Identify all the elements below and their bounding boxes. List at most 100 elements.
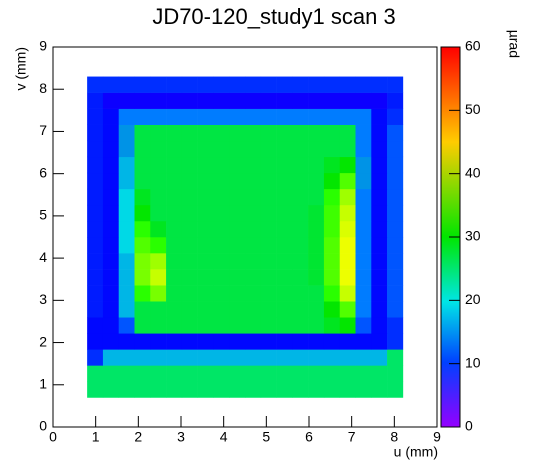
heat-cell <box>181 253 198 270</box>
heat-cell <box>102 349 120 366</box>
heat-cell <box>118 204 135 222</box>
heat-cell <box>276 381 293 398</box>
heat-cell <box>150 220 167 238</box>
heat-cell <box>245 124 262 142</box>
heat-cell <box>118 285 135 302</box>
heat-cell <box>308 317 325 334</box>
x-axis-label: u (mm) <box>394 444 438 460</box>
heat-cell <box>118 269 135 286</box>
heat-cell <box>166 156 183 174</box>
heat-cell <box>166 349 183 366</box>
heat-cell <box>134 333 151 350</box>
heat-cell <box>339 285 356 302</box>
heat-cell <box>371 124 388 142</box>
heat-cell <box>323 220 341 238</box>
y-tick-label: 1 <box>39 375 47 391</box>
heat-cell <box>276 220 293 238</box>
heat-cell <box>276 204 293 222</box>
heat-cell <box>308 349 325 366</box>
z-tick-label: 40 <box>465 164 481 180</box>
heat-cell <box>87 269 104 286</box>
heat-cell <box>197 301 214 318</box>
heat-cell <box>308 140 325 158</box>
heat-cell <box>355 108 372 125</box>
heat-cell <box>197 140 214 158</box>
heat-cell <box>229 349 246 366</box>
heat-cell <box>355 349 372 366</box>
heat-cell <box>102 204 120 222</box>
heat-cell <box>166 76 183 93</box>
heat-cell <box>197 188 214 206</box>
heat-cell <box>118 188 135 206</box>
heat-cell <box>229 108 246 125</box>
heat-cell <box>308 76 325 93</box>
heat-cell <box>118 92 135 109</box>
y-tick-label: 2 <box>39 333 47 349</box>
heat-cell <box>181 285 198 302</box>
heat-cell <box>323 172 341 190</box>
heat-cell <box>166 333 183 350</box>
heat-cell <box>229 204 246 222</box>
heat-cell <box>260 124 277 142</box>
heat-cell <box>339 204 356 222</box>
heat-cell <box>260 317 277 334</box>
heat-cell <box>276 124 293 142</box>
heat-cell <box>276 317 293 334</box>
colorbar-label: µrad <box>506 30 522 58</box>
heat-cell <box>102 140 120 158</box>
heat-cell <box>213 381 230 398</box>
heat-cell <box>387 317 404 334</box>
heat-cell <box>339 301 356 318</box>
heat-cell <box>150 237 167 254</box>
heat-cell <box>150 172 167 190</box>
heat-cell <box>87 140 104 158</box>
heat-cell <box>387 108 404 125</box>
heat-cell <box>387 204 404 222</box>
heat-cell <box>181 365 198 382</box>
heat-cell <box>150 269 167 286</box>
heat-cell <box>355 188 372 206</box>
plot-frame <box>52 46 438 428</box>
heat-cell <box>118 140 135 158</box>
heat-cell <box>323 285 341 302</box>
x-tick-label: 6 <box>305 429 313 445</box>
heat-cell <box>387 253 404 270</box>
heat-cell <box>292 220 309 238</box>
heat-cell <box>387 349 404 366</box>
heat-cell <box>339 253 356 270</box>
heat-cell <box>387 124 404 142</box>
y-tick-label: 3 <box>39 291 47 307</box>
heat-cell <box>150 301 167 318</box>
heat-cell <box>292 365 309 382</box>
heat-cell <box>181 349 198 366</box>
heat-cell <box>197 237 214 254</box>
heat-cell <box>150 140 167 158</box>
heat-cell <box>102 188 120 206</box>
heat-cell <box>87 333 104 350</box>
heat-cell <box>181 269 198 286</box>
heat-cell <box>292 76 309 93</box>
heat-cell <box>134 108 151 125</box>
heat-cell <box>150 317 167 334</box>
heat-cell <box>166 381 183 398</box>
heat-cell <box>229 140 246 158</box>
heat-cell <box>245 301 262 318</box>
heat-cell <box>150 365 167 382</box>
heat-cell <box>339 220 356 238</box>
heat-cell <box>134 220 151 238</box>
heat-cell <box>134 76 151 93</box>
heat-cell <box>292 333 309 350</box>
heat-cell <box>245 188 262 206</box>
heat-cell <box>229 237 246 254</box>
heat-cell <box>87 301 104 318</box>
heat-cell <box>371 108 388 125</box>
heat-cell <box>166 108 183 125</box>
heat-cell <box>387 92 404 109</box>
heat-cell <box>292 92 309 109</box>
heat-cell <box>371 253 388 270</box>
heat-cell <box>134 285 151 302</box>
heat-cell <box>118 237 135 254</box>
heat-cell <box>150 124 167 142</box>
heat-cell <box>102 365 120 382</box>
heat-cell <box>276 285 293 302</box>
